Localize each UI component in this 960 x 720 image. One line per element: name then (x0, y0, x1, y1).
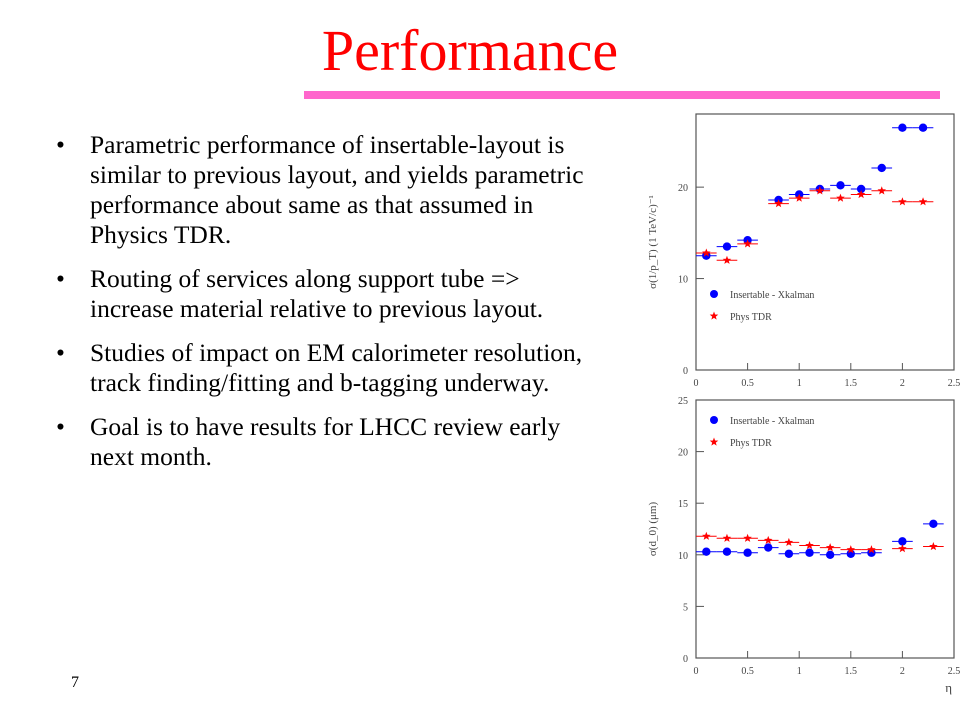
title-underline (304, 91, 940, 99)
data-point (774, 199, 783, 208)
data-point (918, 123, 928, 132)
data-point (877, 163, 886, 173)
data-point (722, 242, 732, 251)
data-point (764, 543, 773, 552)
y-tick-label: 10 (678, 275, 688, 286)
bullet-item: • Goal is to have results for LHCC revie… (56, 412, 601, 472)
bullet-text: Goal is to have results for LHCC review … (90, 412, 561, 471)
slide-title: Performance (321, 18, 619, 83)
data-point (702, 248, 711, 257)
data-point (784, 549, 794, 558)
data-point (825, 543, 835, 552)
data-point (743, 548, 752, 557)
bullet-text: Routing of services along support tube =… (90, 264, 544, 323)
bullet-text: Studies of impact on EM calorimeter reso… (90, 338, 583, 397)
bullet-marker: • (56, 130, 65, 159)
data-point (929, 519, 938, 529)
x-tick-label: 1.5 (845, 378, 858, 389)
bullet-text: Parametric performance of insertable-lay… (90, 130, 584, 249)
legend-label: Phys TDR (730, 312, 772, 323)
data-point (898, 123, 907, 132)
x-tick-label: 2 (900, 378, 905, 389)
data-point (867, 545, 876, 554)
y-axis-label: σ(d_0) (μm) (647, 502, 659, 557)
data-point (898, 544, 907, 553)
x-tick-label: 0 (694, 666, 699, 677)
bullet-item: • Studies of impact on EM calorimeter re… (56, 338, 601, 398)
plot-frame (695, 399, 955, 659)
legend-marker (710, 416, 718, 424)
x-tick-label: 1 (797, 666, 802, 677)
x-tick-label: 0.5 (741, 666, 754, 677)
data-point (867, 548, 876, 557)
bullet-list: • Parametric performance of insertable-l… (56, 130, 601, 486)
x-tick-label: 1.5 (845, 666, 858, 677)
data-point (784, 537, 794, 547)
slide-number: 7 (71, 674, 79, 691)
y-axis-label: σ(1/p_T) (1 TeV/c)⁻¹ (647, 195, 659, 289)
data-point (702, 251, 711, 260)
data-point (836, 181, 845, 190)
bullet-marker: • (56, 264, 65, 293)
plot-frame (695, 113, 955, 371)
data-point (918, 197, 928, 206)
y-tick-label: 0 (683, 654, 688, 665)
plots-panel: 0 0.5 1 1.5 2 2.5 0 10 20 σ(1/p_T) (1 TeV/c)⁻¹ Ins… (640, 104, 960, 704)
data-point (898, 197, 907, 206)
x-tick-label: 0 (694, 378, 699, 389)
data-point (702, 531, 711, 540)
data-point (836, 193, 845, 202)
data-point (856, 189, 866, 199)
data-point (898, 537, 907, 546)
legend-marker (710, 290, 718, 298)
bullet-marker: • (56, 338, 65, 367)
y-tick-label: 5 (683, 602, 688, 613)
data-point (722, 533, 732, 542)
data-point (846, 545, 856, 554)
legend-label: Phys TDR (730, 438, 772, 449)
data-point (794, 193, 804, 202)
y-tick-label: 25 (678, 396, 688, 407)
x-tick-label: 0.5 (741, 378, 754, 389)
data-point (825, 550, 835, 559)
data-point (877, 186, 887, 195)
data-point (702, 547, 711, 556)
data-point (722, 547, 732, 556)
legend-marker (709, 437, 719, 446)
x-tick-label: 2.5 (948, 378, 960, 389)
bullet-item: • Parametric performance of insertable-l… (56, 130, 601, 250)
y-tick-label: 10 (678, 551, 688, 562)
data-point (722, 255, 732, 264)
legend-marker (709, 311, 719, 320)
data-point (743, 533, 752, 542)
bullet-marker: • (56, 412, 65, 441)
data-point (929, 542, 938, 551)
x-tick-label: 1 (797, 378, 802, 389)
data-point (805, 541, 814, 550)
data-point (856, 184, 866, 194)
y-tick-label: 15 (678, 499, 688, 510)
y-tick-label: 20 (678, 448, 688, 459)
x-axis-label: η (945, 680, 952, 695)
x-tick-label: 2 (900, 666, 905, 677)
legend-label: Insertable - Xkalman (730, 416, 814, 427)
data-point (743, 239, 752, 248)
y-tick-label: 0 (683, 366, 688, 377)
data-point (763, 535, 773, 544)
data-point (815, 186, 825, 195)
x-tick-label: 2.5 (948, 666, 960, 677)
y-tick-label: 20 (678, 183, 688, 194)
legend-label: Insertable - Xkalman (730, 290, 814, 301)
bullet-item: • Routing of services along support tube… (56, 264, 601, 324)
data-point (805, 548, 814, 557)
